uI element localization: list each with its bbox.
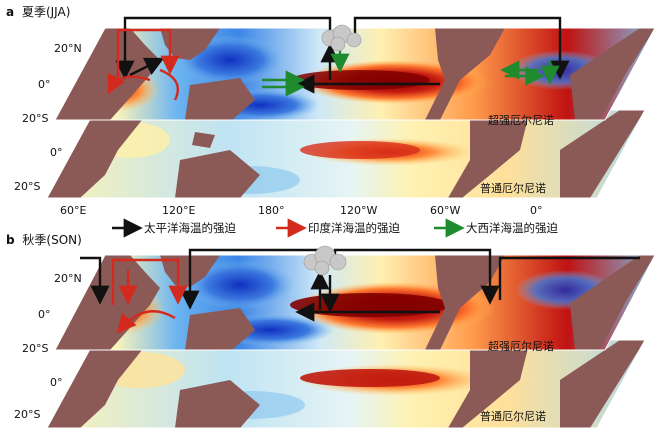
panel-b-lat-0: 0° <box>38 308 51 321</box>
panel-a-strong-label: 超强厄尔尼诺 <box>488 113 554 127</box>
panel-b-title: 秋季(SON) <box>22 233 81 247</box>
arrow-b-indian-loop <box>111 258 188 305</box>
arrow-a-indian-curve2 <box>159 68 180 101</box>
panel-b-label: b 秋季(SON) <box>6 233 82 247</box>
lon-tick-120e: 120°E <box>162 204 195 217</box>
arrow-a-pacific-west <box>115 16 332 80</box>
panel-a-lat-0-lower: 0° <box>50 146 63 159</box>
panel-a-title: 夏季(JJA) <box>22 5 70 19</box>
panel-b-lat-20n: 20°N <box>54 272 82 285</box>
arrow-a-black-small <box>129 57 165 77</box>
panel-a-lat-20s-lower: 20°S <box>14 180 40 193</box>
cloud-b <box>303 245 347 276</box>
panel-b-lat-0-lower: 0° <box>50 376 63 389</box>
panel-b: b 秋季(SON) <box>6 233 656 429</box>
legend-label-pacific: 太平洋海温的强迫 <box>144 221 236 235</box>
panel-a-letter: a <box>6 5 14 19</box>
panel-b-lat-20s: 20°S <box>22 342 48 355</box>
arrow-a-indian-curve <box>107 72 151 95</box>
arrow-a-indian-loop <box>116 28 180 85</box>
panel-a-normal-label: 普通厄尔尼诺 <box>480 181 546 195</box>
legend: 太平洋海温的强迫 印度洋海温的强迫 大西洋海温的强迫 <box>112 218 558 238</box>
lon-tick-120w: 120°W <box>340 204 377 217</box>
cloud-a <box>321 24 362 52</box>
panel-b-strong-label: 超强厄尔尼诺 <box>488 339 554 353</box>
panel-a: a 夏季(JJA) <box>6 5 656 217</box>
legend-label-indian: 印度洋海温的强迫 <box>308 221 400 235</box>
panel-b-letter: b <box>6 233 15 247</box>
arrow-b-indian-curve <box>116 310 176 334</box>
panel-a-label: a 夏季(JJA) <box>6 5 70 19</box>
arrow-a-pacific-east <box>353 16 570 80</box>
map-b-normal <box>47 340 645 428</box>
panel-b-normal-label: 普通厄尔尼诺 <box>480 409 546 423</box>
arrow-b-pacific-far-west <box>80 256 110 305</box>
lon-tick-60e: 60°E <box>60 204 86 217</box>
lon-tick-60w: 60°W <box>430 204 460 217</box>
panel-a-lat-20n: 20°N <box>54 42 82 55</box>
panel-a-lat-20s: 20°S <box>22 112 48 125</box>
panel-b-lat-20s-lower: 20°S <box>14 408 40 421</box>
map-a-normal <box>47 110 645 198</box>
panel-a-lat-0: 0° <box>38 78 51 91</box>
lon-tick-0: 0° <box>530 204 543 217</box>
lon-tick-180: 180° <box>258 204 285 217</box>
legend-label-atlantic: 大西洋海温的强迫 <box>466 221 558 235</box>
map-b-strong <box>55 255 655 350</box>
arrow-b-pacific-far-east <box>498 256 640 300</box>
